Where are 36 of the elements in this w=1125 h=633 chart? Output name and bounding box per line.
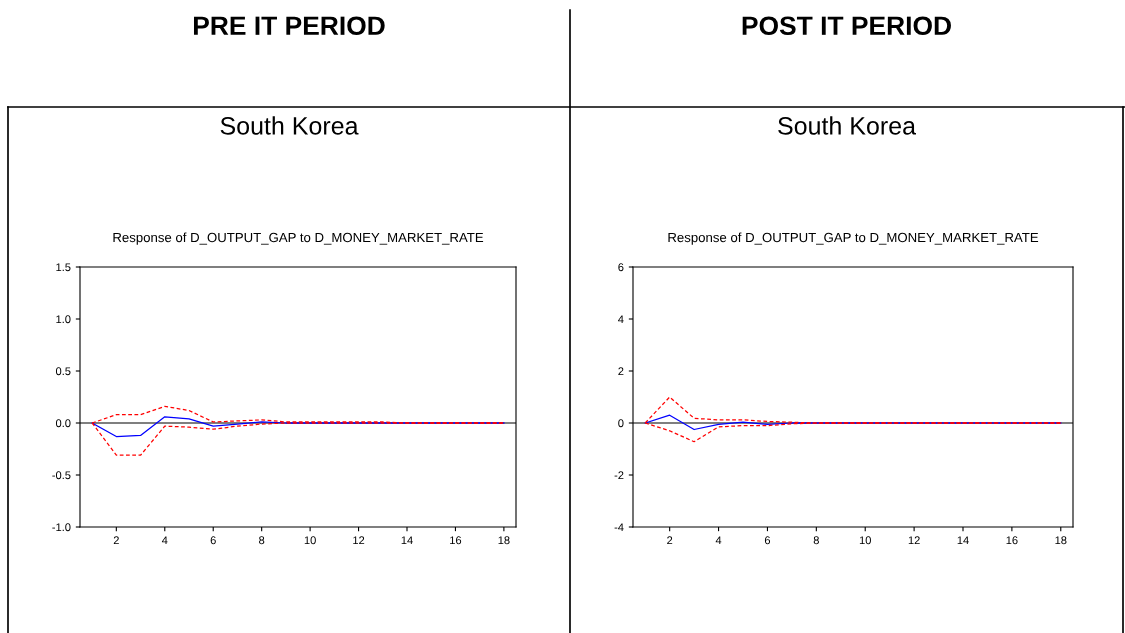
y-tick-label: 2 [618,367,624,376]
text: South Korea [220,116,359,135]
x-tick-label: 6 [210,536,216,545]
y-tick-label: -1.0 [52,523,71,532]
x-tick-label: 16 [450,536,462,545]
y-tick-label: 0.5 [55,367,71,376]
y-tick-label: 1.0 [56,315,71,324]
chart-title: Response of D_OUTPUT_GAP to D_MONEY_MARKET_RATE [113,232,484,245]
y-tick-label: 4 [618,315,624,324]
x-tick-label: 8 [259,536,265,545]
y-tick-label: 6 [618,263,624,272]
y-tick-label: -0.5 [52,471,71,480]
x-tick-label: 2 [667,536,673,545]
x-tick-label: 4 [161,536,168,545]
text: South Korea [778,116,916,135]
x-tick-label: 14 [401,536,413,545]
x-tick-label: 10 [304,536,316,545]
text: PRE IT PERIOD [193,16,385,36]
y-tick-label: -4 [614,523,624,532]
text: POST IT PERIOD [742,16,951,36]
x-tick-label: 2 [113,536,119,545]
x-tick-label: 16 [1006,536,1018,545]
x-tick-label: 12 [908,536,920,545]
x-tick-label: 4 [715,536,722,545]
y-tick-label: -2 [614,471,624,480]
x-tick-label: 18 [498,536,510,545]
y-tick-label: 1.5 [56,263,71,272]
x-tick-label: 18 [1055,536,1067,545]
x-tick-label: 8 [813,536,819,545]
chart-title: Response of D_OUTPUT_GAP to D_MONEY_MARKET_RATE [668,232,1039,245]
x-tick-label: 12 [353,536,365,545]
x-tick-label: 6 [764,536,771,545]
y-tick-label: 0.0 [55,419,71,428]
x-tick-label: 10 [859,536,871,545]
y-tick-label: 0 [618,419,624,428]
x-tick-label: 14 [957,536,969,545]
